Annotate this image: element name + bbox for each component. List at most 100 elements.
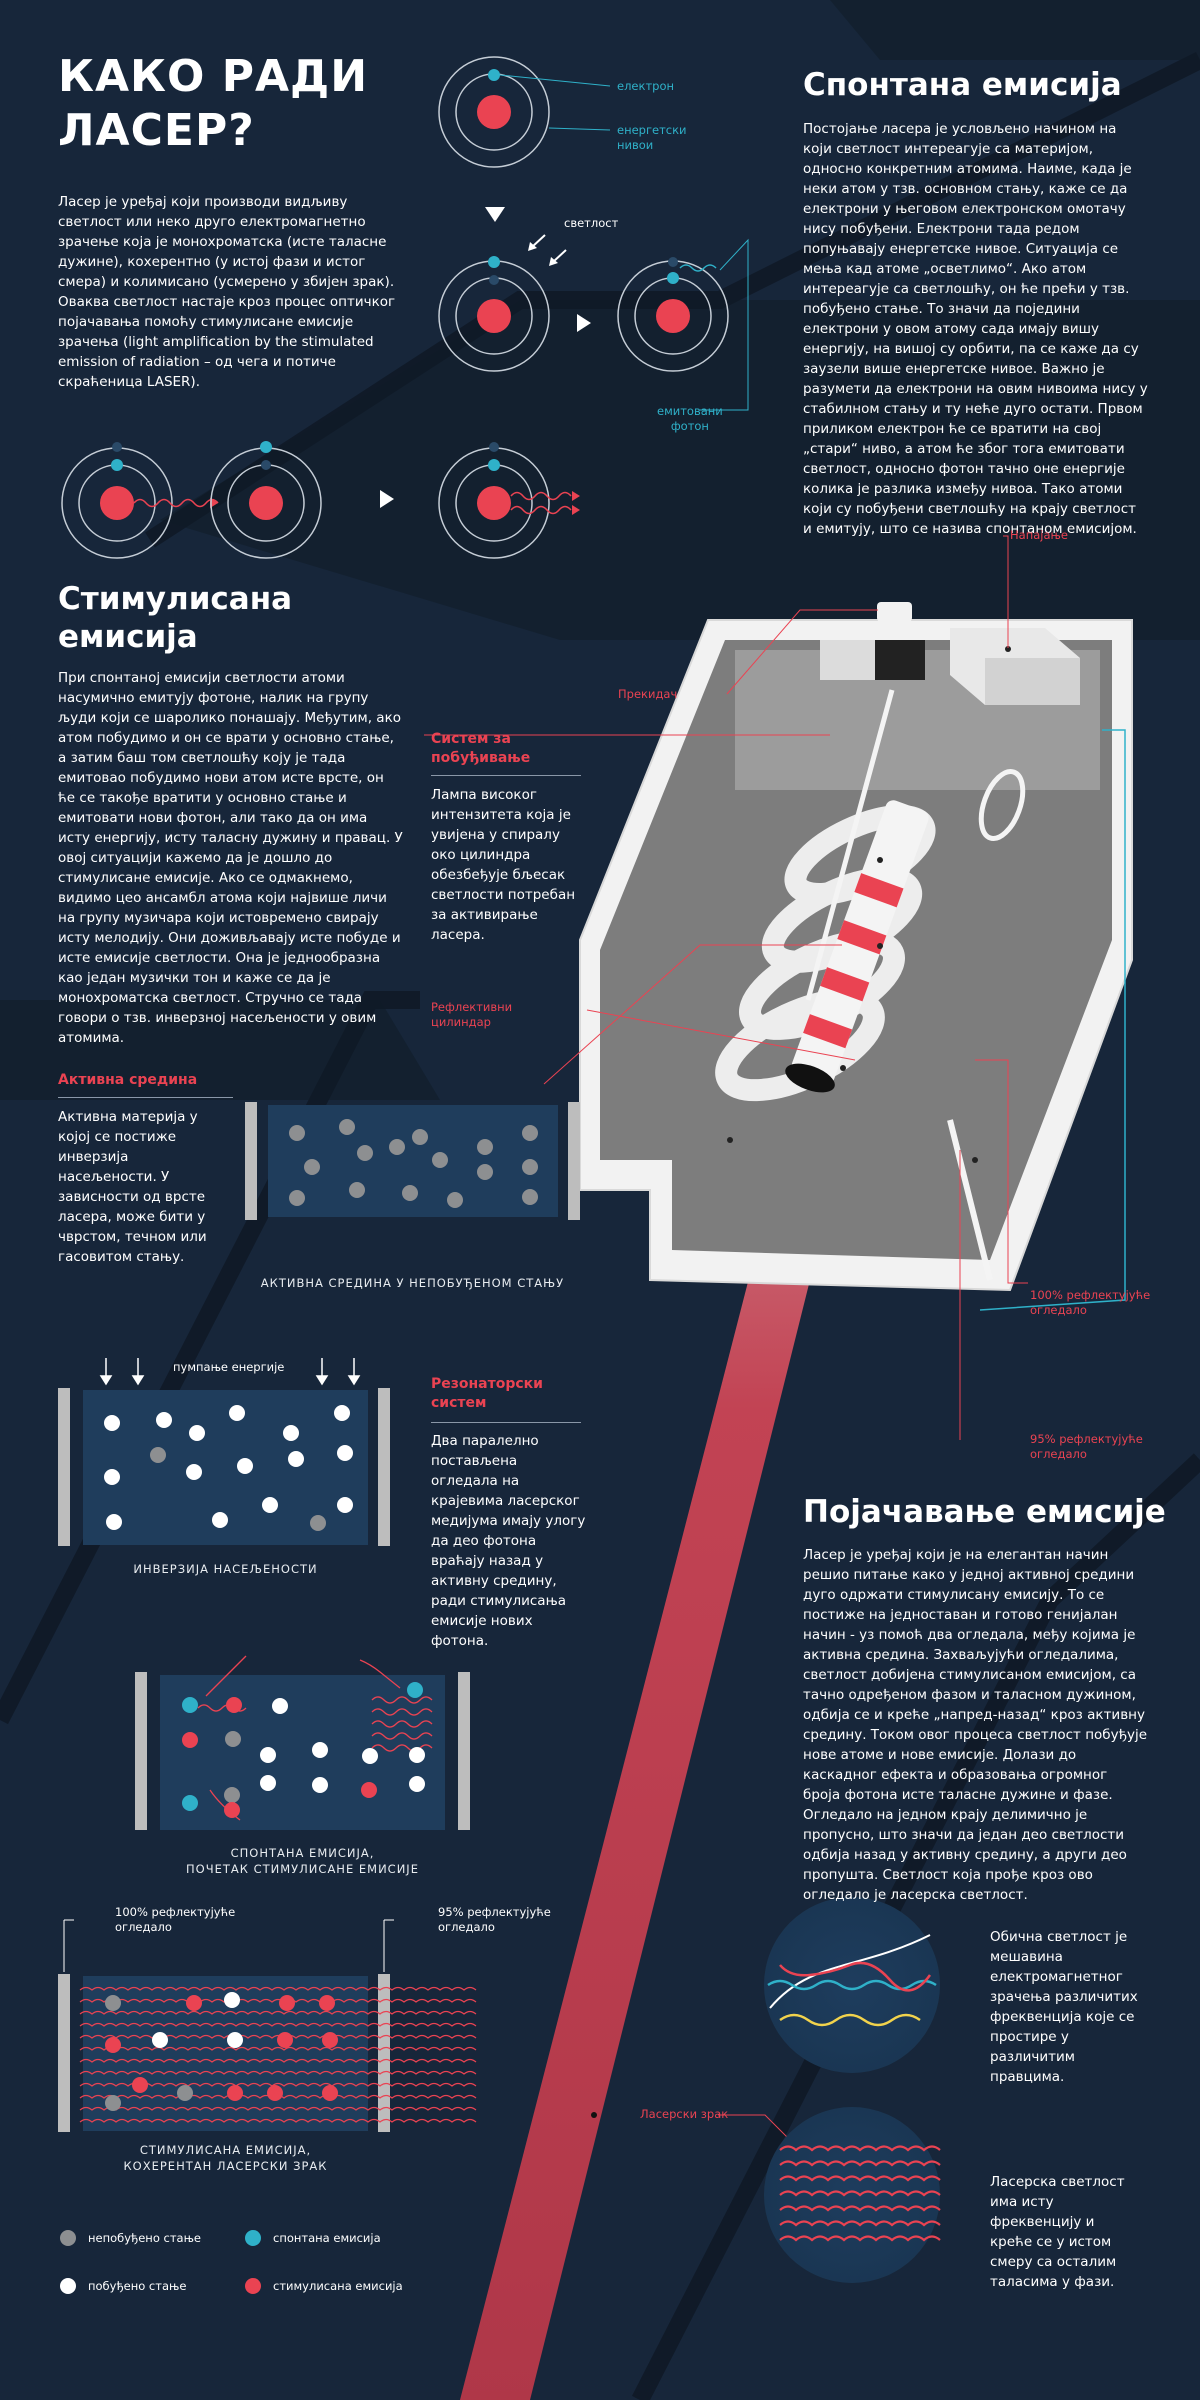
- laser-light-circle: [764, 2107, 941, 2283]
- stimulated-text: При спонтаној емисији светлости атоми на…: [58, 670, 403, 1046]
- atom-dot: [212, 1512, 228, 1528]
- atom-dot: [477, 1164, 493, 1180]
- caption-coherent: СТИМУЛИСАНА ЕМИСИЈА, КОХЕРЕНТАН ЛАСЕРСКИ…: [123, 2143, 328, 2173]
- atom-dot: [225, 1731, 241, 1747]
- label-pumping: пумпање енергије: [173, 1360, 285, 1374]
- stimulated-title: Стимулисана емисија: [58, 581, 293, 655]
- laser-wave-line: [779, 2160, 941, 2167]
- atom-dot: [447, 1192, 463, 1208]
- atom-dot: [402, 1185, 418, 1201]
- atom-diagram-stimulated-result: [438, 442, 580, 559]
- down-arrow-icon: [485, 207, 505, 222]
- atom-dot: [106, 1514, 122, 1530]
- wave-line: [79, 2118, 477, 2123]
- atom-dot: [156, 1412, 172, 1428]
- atom-dot: [226, 1697, 242, 1713]
- atom-dot: [322, 2085, 338, 2101]
- atom-dot: [337, 1445, 353, 1461]
- legend-marker-unexcited: [60, 2230, 76, 2246]
- amplification-title: Појачавање емисије: [803, 1494, 1166, 1530]
- laser-device: [579, 602, 1133, 1311]
- atom-dot: [304, 1159, 320, 1175]
- legend-label-stimulated: стимулисана емисија: [273, 2279, 403, 2293]
- legend-marker-stimulated: [245, 2278, 261, 2294]
- medium-inversion-atoms: [104, 1405, 353, 1531]
- label-emitted-photon: емитовани фотон: [657, 404, 723, 433]
- atom-dot: [409, 1776, 425, 1792]
- caption-inversion: ИНВЕРЗИЈА НАСЕЉЕНОСТИ: [133, 1562, 318, 1576]
- excitation-system-divider: [431, 775, 581, 776]
- laser-wave-line: [779, 2205, 941, 2212]
- wave-line: [79, 2046, 477, 2051]
- caption-spontaneous-start: СПОНТАНА ЕМИСИЈА, ПОЧЕТАК СТИМУЛИСАНЕ ЕМ…: [186, 1846, 419, 1876]
- wave-line: [79, 2010, 477, 2015]
- wave-line: [79, 2034, 477, 2039]
- active-medium-title: Активна средина: [58, 1072, 198, 1088]
- atom-dot: [522, 1125, 538, 1141]
- atom-diagram-energy-levels: [438, 56, 611, 168]
- atom-dot: [189, 1425, 205, 1441]
- atom-dot: [186, 1464, 202, 1480]
- laser-light-text: Ласерска светлост има исту фреквенцију и…: [990, 2174, 1125, 2290]
- atom-dot: [522, 1159, 538, 1175]
- atom-dot: [337, 1497, 353, 1513]
- label-electron: електрон: [617, 79, 675, 93]
- atom-dot: [267, 2085, 283, 2101]
- atom-dot: [357, 1145, 373, 1161]
- atom-dot: [289, 1125, 305, 1141]
- legend-label-unexcited: непобуђено стање: [88, 2231, 201, 2245]
- atom-dot: [152, 2032, 168, 2048]
- atom-dot: [229, 1405, 245, 1421]
- ordinary-light-text: Обична светлост је мешавина електромагне…: [990, 1929, 1138, 2085]
- laser-wave-line: [779, 2220, 941, 2227]
- legend-label-spontaneous: спонтана емисија: [273, 2231, 381, 2245]
- legend-label-excited: побуђено стање: [88, 2279, 187, 2293]
- wave-line: [79, 2070, 477, 2075]
- atom-dot: [105, 2095, 121, 2111]
- atom-dot: [283, 1425, 299, 1441]
- spontaneous-title: Спонтана емисија: [803, 67, 1122, 103]
- atom-dot: [105, 2037, 121, 2053]
- label-power: Напајање: [1010, 528, 1068, 542]
- laser-wave-line: [779, 2190, 941, 2197]
- beam-callout-dot: [591, 2112, 597, 2118]
- label-mirror95: 95% рефлектујуће огледало: [1030, 1432, 1143, 1461]
- atom-dot: [279, 1995, 295, 2011]
- ordinary-light-circle: [764, 1897, 940, 2073]
- right-arrow-icon: [380, 490, 394, 508]
- intro-text: Ласер је уређај који производи видљиву с…: [58, 194, 396, 390]
- label-mirror100: 100% рефлектујуће огледало: [1030, 1288, 1151, 1317]
- medium-coherent-atoms: [105, 1992, 338, 2111]
- atom-dot: [312, 1742, 328, 1758]
- atom-dot: [104, 1415, 120, 1431]
- laser-wave-line: [779, 2175, 941, 2182]
- legend-marker-spontaneous: [245, 2230, 261, 2246]
- atom-dot: [237, 1458, 253, 1474]
- amplification-text: Ласер је уређај који је на елегантан нач…: [803, 1547, 1148, 1903]
- atom-dot: [409, 1747, 425, 1763]
- atom-dot: [349, 1182, 365, 1198]
- atom-dot: [182, 1697, 198, 1713]
- atom-dot: [186, 1995, 202, 2011]
- atom-dot: [334, 1405, 350, 1421]
- medium-spontaneous-atoms: [182, 1682, 425, 1818]
- right-arrow-icon: [577, 314, 591, 332]
- atom-dot: [339, 1119, 355, 1135]
- legend-marker-excited: [60, 2278, 76, 2294]
- atom-dot: [182, 1795, 198, 1811]
- atom-dot: [227, 2085, 243, 2101]
- atom-dot: [260, 1775, 276, 1791]
- spontaneous-text: Постојање ласера је условљено начином на…: [803, 121, 1148, 537]
- label-reflective-cylinder: Рефлективни цилиндар: [431, 1000, 513, 1029]
- atom-diagram-stimulated-pair: [61, 441, 322, 559]
- label-light: светлост: [564, 216, 619, 230]
- atom-dot: [362, 1748, 378, 1764]
- atom-dot: [288, 1451, 304, 1467]
- atom-dot: [272, 1698, 288, 1714]
- atom-dot: [389, 1139, 405, 1155]
- wave-line: [79, 1998, 477, 2003]
- atom-dot: [177, 2085, 193, 2101]
- atom-dot: [361, 1782, 377, 1798]
- atom-dot: [224, 1992, 240, 2008]
